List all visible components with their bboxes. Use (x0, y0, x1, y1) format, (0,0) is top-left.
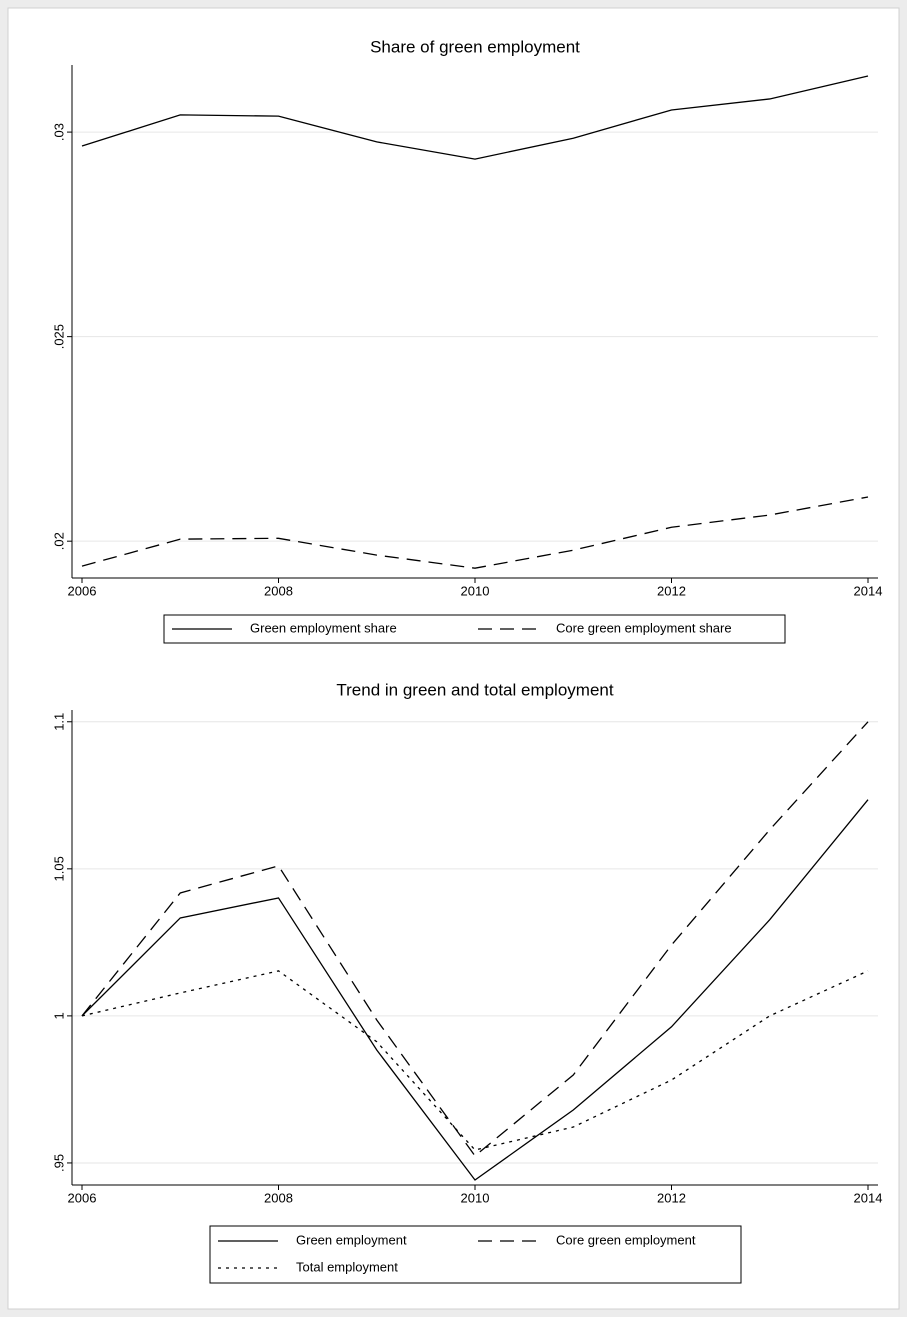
x-tick-label: 2012 (657, 583, 686, 598)
x-tick-label: 2012 (657, 1190, 686, 1205)
y-tick-label: .025 (51, 324, 66, 349)
x-tick-label: 2008 (264, 583, 293, 598)
x-tick-label: 2010 (461, 583, 490, 598)
legend-box (163, 614, 786, 644)
series-line (81, 75, 869, 160)
series-line (81, 721, 869, 1157)
series-line (81, 799, 869, 1181)
legend-label: Green employment (296, 1232, 407, 1247)
x-tick-label: 2014 (854, 1190, 883, 1205)
x-tick-label: 2006 (68, 1190, 97, 1205)
plot-area (72, 710, 878, 1185)
chart-title: Trend in green and total employment (336, 680, 613, 699)
plot-area (72, 65, 878, 578)
y-tick-label: 1.05 (51, 856, 66, 881)
series-line (81, 496, 869, 569)
y-tick-label: 1 (51, 1012, 66, 1019)
x-tick-label: 2014 (854, 583, 883, 598)
legend-label: Total employment (296, 1259, 398, 1274)
y-tick-label: 1.1 (51, 713, 66, 731)
y-tick-label: .02 (51, 532, 66, 550)
x-tick-label: 2008 (264, 1190, 293, 1205)
y-tick-label: .95 (51, 1154, 66, 1172)
x-tick-label: 2010 (461, 1190, 490, 1205)
x-tick-label: 2006 (68, 583, 97, 598)
chart-title: Share of green employment (370, 37, 580, 56)
y-tick-label: .03 (51, 123, 66, 141)
legend-label: Green employment share (250, 620, 397, 635)
legend-label: Core green employment (556, 1232, 696, 1247)
legend-box (209, 1225, 742, 1284)
legend-label: Core green employment share (556, 620, 732, 635)
